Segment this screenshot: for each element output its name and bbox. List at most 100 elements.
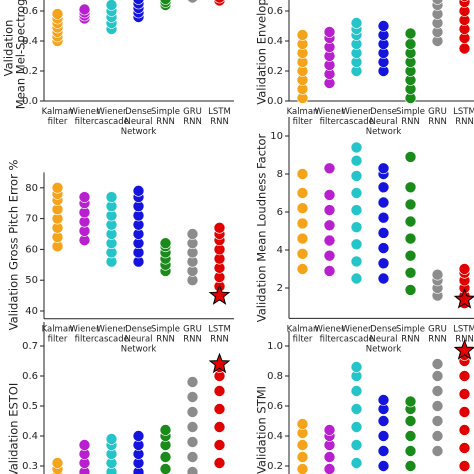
point: [350, 439, 363, 451]
point: [350, 187, 363, 199]
point: [404, 445, 417, 457]
point: [404, 430, 417, 442]
x-tick-label-line: Network: [366, 344, 402, 354]
point: [213, 403, 226, 415]
point: [159, 424, 172, 436]
x-tick-label-line: RNN: [455, 117, 474, 127]
x-tick-label: GRU RNN: [428, 324, 447, 344]
x-tick-label-line: RNN: [183, 334, 202, 344]
x-tick-label: Simple RNN: [396, 324, 425, 344]
x-tick-label: Dense Neural Network: [366, 107, 402, 137]
point: [431, 358, 444, 370]
x-tick-label-line: cascade: [339, 334, 374, 344]
point: [458, 424, 471, 436]
x-tick-label: LSTM RNN: [208, 107, 231, 127]
point: [431, 370, 444, 382]
y-tick-label: 0.7: [22, 341, 38, 352]
point: [431, 445, 444, 457]
x-tick-label: Simple RNN: [396, 107, 425, 127]
x-tick-label-line: LSTM: [453, 324, 474, 334]
point: [431, 0, 444, 5]
y-tick-label: 0.6: [22, 371, 38, 382]
point: [296, 29, 309, 41]
panel: 40 50 60 70 80 Validation Gross Pitch Error %…: [7, 160, 234, 354]
x-tick-label: Kalman filter: [287, 107, 319, 127]
point: [377, 181, 390, 194]
panel: 0.3 0.4 0.5 0.6 0.7 Validation ESTOI: [7, 322, 231, 474]
point: [350, 255, 363, 268]
x-tick-label-line: GRU: [183, 324, 202, 334]
point: [350, 238, 363, 251]
x-tick-label: Wiener cascade: [94, 324, 129, 344]
point: [377, 242, 390, 254]
point: [186, 376, 199, 388]
y-tick-label: 0.4: [22, 431, 38, 442]
best-marker: [208, 284, 231, 305]
point: [213, 222, 226, 234]
x-tick-label: Simple RNN: [151, 107, 180, 127]
point: [377, 460, 390, 472]
point: [323, 249, 336, 262]
x-tick-label-line: Wiener: [97, 107, 127, 117]
point: [458, 263, 471, 275]
y-tick-label: 1.0: [267, 341, 283, 352]
x-tick-label: GRU RNN: [183, 324, 202, 344]
x-tick-label-line: Neural: [369, 334, 397, 344]
x-tick-label-line: Neural: [124, 334, 152, 344]
point: [78, 439, 91, 451]
y-axis-label: Mean Mel-Spectrogra: [14, 0, 28, 109]
point: [159, 463, 172, 474]
x-tick-label-line: RNN: [210, 117, 229, 127]
point: [404, 284, 417, 296]
x-tick-label: LSTM RNN: [453, 324, 474, 344]
y-tick-label: 4: [277, 245, 283, 256]
point: [377, 196, 390, 209]
point: [323, 265, 336, 277]
y-tick-label: 0.4: [267, 431, 283, 442]
point: [78, 3, 91, 16]
y-tick-label: 0.0: [22, 96, 38, 107]
point: [159, 237, 172, 250]
x-tick-label: Kalman filter: [42, 107, 74, 127]
x-tick-label-line: Network: [121, 344, 157, 354]
y-axis-label: Validation Mean Loudness Factor: [255, 133, 269, 322]
point: [186, 466, 199, 474]
y-tick-label: 40: [25, 306, 38, 317]
point: [377, 211, 390, 224]
y-axis-label: Validation ESTOI: [7, 383, 21, 474]
point: [186, 421, 199, 433]
point: [377, 445, 390, 457]
point: [213, 457, 226, 469]
point: [323, 162, 336, 175]
point: [350, 361, 363, 373]
x-tick-label-line: filter: [75, 334, 95, 344]
point: [431, 430, 444, 442]
x-tick-label-line: filter: [48, 334, 68, 344]
point: [105, 191, 118, 203]
point: [323, 189, 336, 201]
point: [132, 0, 145, 5]
x-tick-label-line: filter: [320, 117, 340, 127]
point: [350, 221, 363, 233]
x-tick-label: Wiener cascade: [94, 107, 129, 127]
x-tick-label-line: filter: [293, 334, 313, 344]
y-tick-label: 70: [25, 214, 38, 225]
point: [404, 198, 417, 211]
point: [323, 234, 336, 247]
point: [350, 17, 363, 29]
x-tick-label-line: Wiener: [342, 107, 372, 117]
x-tick-label-line: GRU: [428, 324, 447, 334]
point: [377, 272, 390, 285]
x-tick-label: Kalman filter: [287, 324, 319, 344]
x-tick-label: Wiener filter: [315, 324, 345, 344]
point: [186, 391, 199, 403]
x-tick-label-line: filter: [320, 334, 340, 344]
x-tick-label-line: Wiener: [97, 324, 127, 334]
point: [323, 26, 336, 38]
x-tick-label-line: filter: [75, 117, 95, 127]
y-tick-label: 2: [277, 283, 283, 294]
point: [323, 463, 336, 474]
point: [296, 451, 309, 463]
x-tick-label-line: Neural: [124, 117, 152, 127]
